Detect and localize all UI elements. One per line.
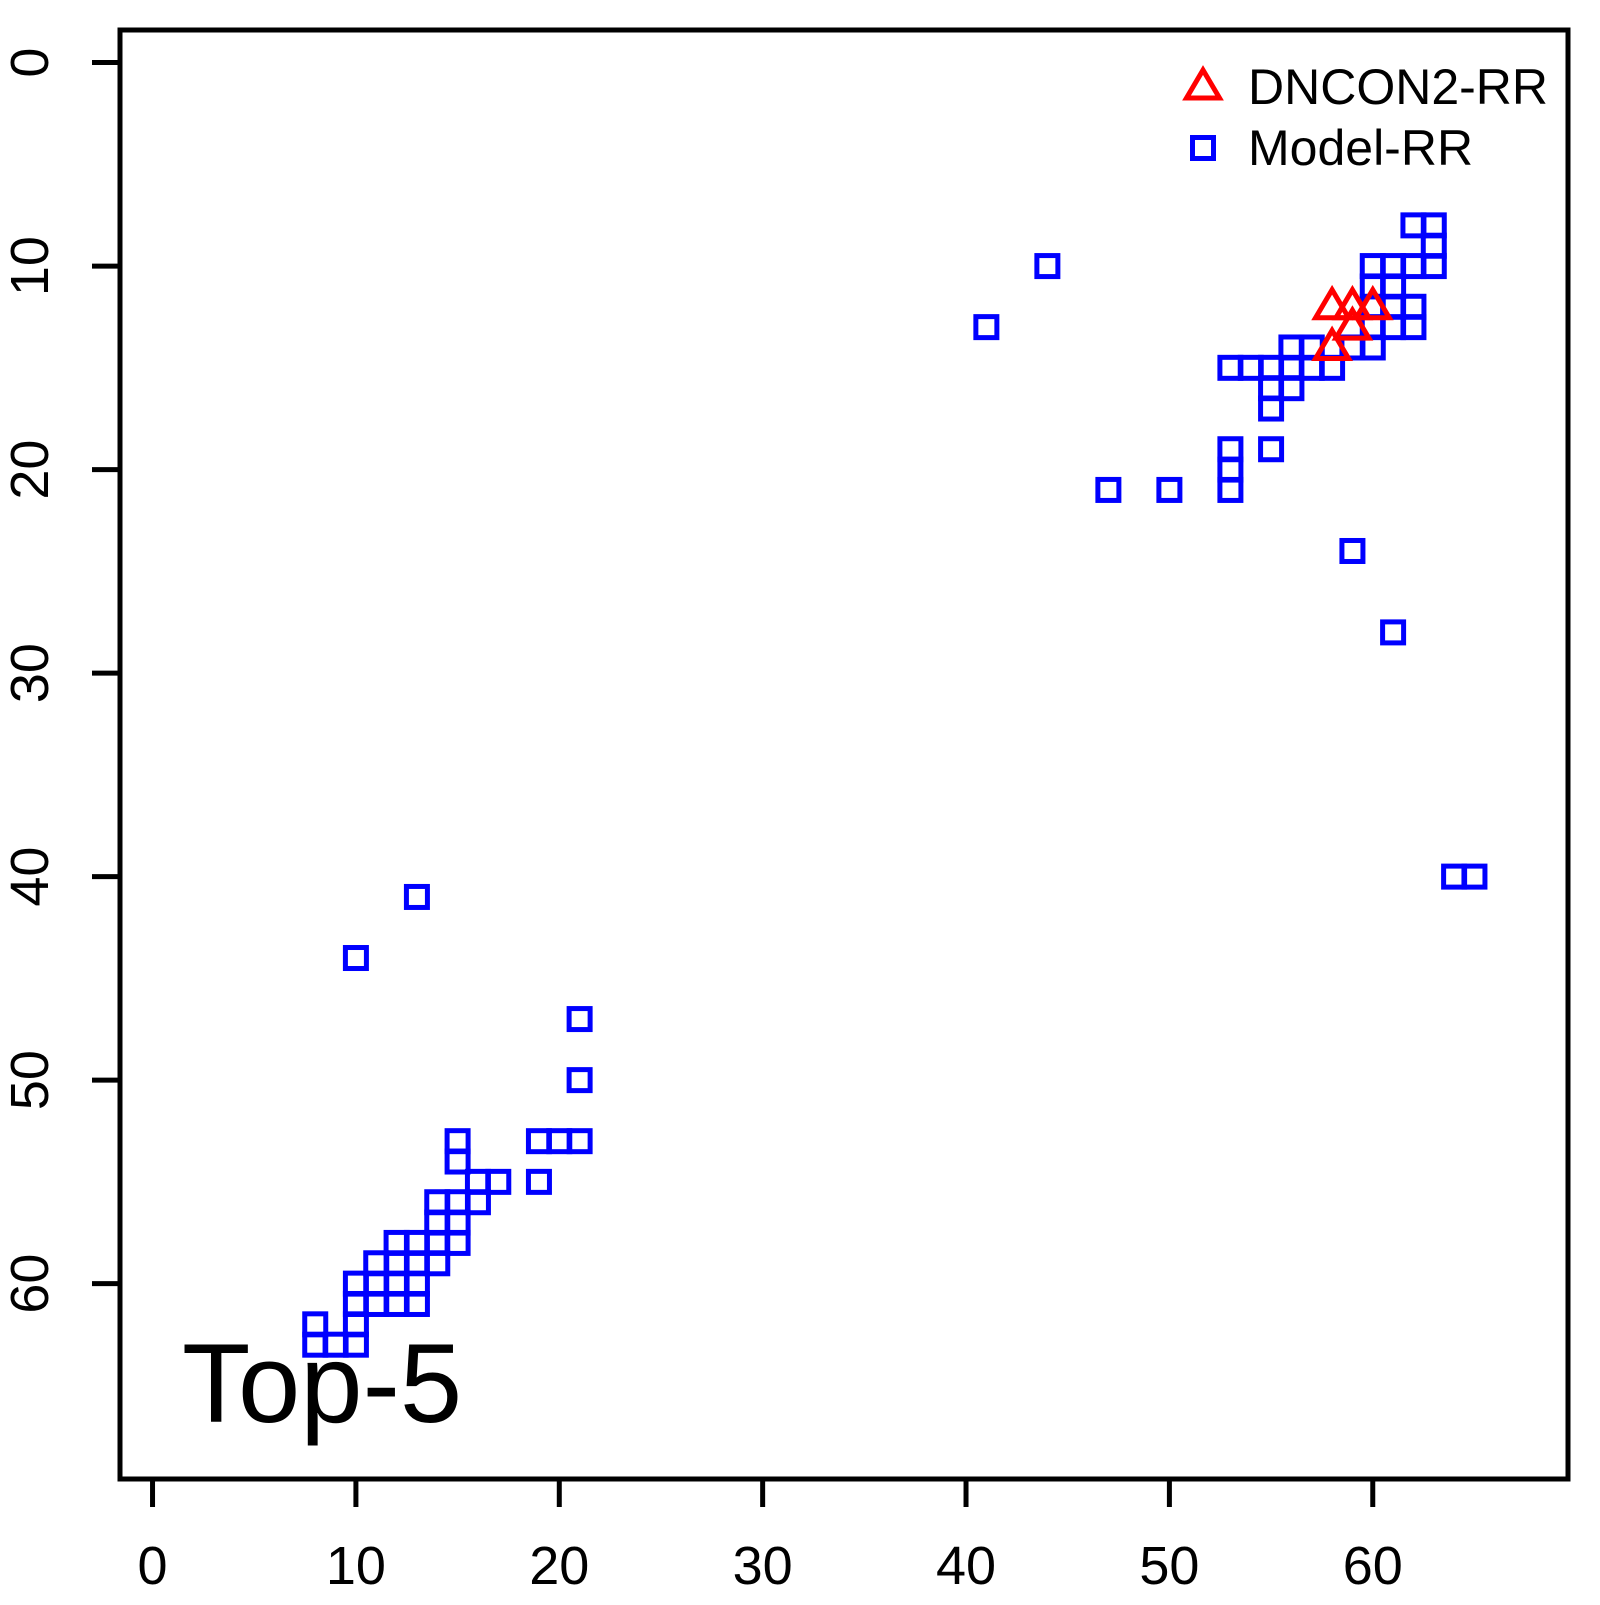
x-tick-label: 60 xyxy=(1343,1536,1403,1596)
model-rr-point xyxy=(1400,314,1427,341)
model-rr-point xyxy=(485,1168,512,1195)
model-rr-point xyxy=(464,1189,491,1216)
annotation-top5: Top-5 xyxy=(182,1321,462,1446)
model-rr-point xyxy=(1258,436,1285,463)
legend-square-icon xyxy=(1190,135,1216,161)
legend-triangle-icon xyxy=(1182,65,1224,101)
model-rr-point xyxy=(1217,436,1244,463)
y-tick-label: 20 xyxy=(0,440,60,500)
y-tick-label: 40 xyxy=(0,847,60,907)
legend-label-dncon2: DNCON2-RR xyxy=(1248,59,1548,115)
x-axis: 0 10 20 30 40 50 60 xyxy=(138,1479,1403,1596)
x-tick-label: 40 xyxy=(936,1536,996,1596)
model-rr-point xyxy=(1217,456,1244,483)
model-rr-point xyxy=(403,883,430,910)
y-tick-label: 30 xyxy=(0,643,60,703)
dncon2-rr-point xyxy=(1351,284,1394,321)
model-rr-point xyxy=(342,1331,369,1358)
y-tick-label: 60 xyxy=(0,1254,60,1314)
model-rr-point xyxy=(566,1006,593,1033)
model-rr-point xyxy=(444,1148,471,1175)
model-rr-point xyxy=(1258,395,1285,422)
dncon2-rr-point xyxy=(1311,325,1353,361)
x-tick-label: 50 xyxy=(1139,1536,1199,1596)
model-rr-point xyxy=(444,1229,471,1256)
x-tick-label: 0 xyxy=(138,1536,168,1596)
dncon2-rr-points xyxy=(1311,284,1394,361)
model-rr-point xyxy=(1339,537,1366,564)
y-tick-label: 10 xyxy=(0,236,60,296)
model-rr-point xyxy=(403,1290,430,1317)
model-rr-points xyxy=(302,212,1488,1358)
x-tick-label: 30 xyxy=(733,1536,793,1596)
model-rr-point xyxy=(1034,253,1061,280)
model-rr-point xyxy=(342,945,369,972)
dncon2-rr-point xyxy=(1331,305,1374,341)
y-tick-label: 50 xyxy=(0,1050,60,1110)
legend-label-model: Model-RR xyxy=(1248,120,1473,176)
x-tick-label: 20 xyxy=(529,1536,589,1596)
plot-box xyxy=(117,27,1571,1482)
model-rr-point xyxy=(1156,476,1183,503)
x-tick-label: 10 xyxy=(326,1536,386,1596)
model-rr-point xyxy=(1380,619,1407,646)
legend: DNCON2-RR Model-RR xyxy=(1182,59,1548,176)
dncon2-rr-point xyxy=(1311,284,1353,321)
model-rr-point xyxy=(1420,253,1447,280)
model-rr-point xyxy=(1278,375,1305,402)
model-rr-point xyxy=(566,1067,593,1094)
model-rr-point xyxy=(525,1168,552,1195)
model-rr-point xyxy=(444,1128,471,1155)
y-axis: 0 10 20 30 40 50 60 xyxy=(0,48,120,1314)
model-rr-point xyxy=(1359,334,1386,361)
model-rr-point xyxy=(1095,476,1122,503)
y-tick-label: 0 xyxy=(0,48,60,78)
model-rr-point xyxy=(566,1128,593,1155)
model-rr-point xyxy=(424,1250,451,1277)
model-rr-point xyxy=(1461,863,1488,890)
dncon2-rr-point xyxy=(1331,284,1374,321)
model-rr-point xyxy=(973,314,1000,341)
model-rr-point xyxy=(1420,232,1447,259)
model-rr-point xyxy=(1217,476,1244,503)
